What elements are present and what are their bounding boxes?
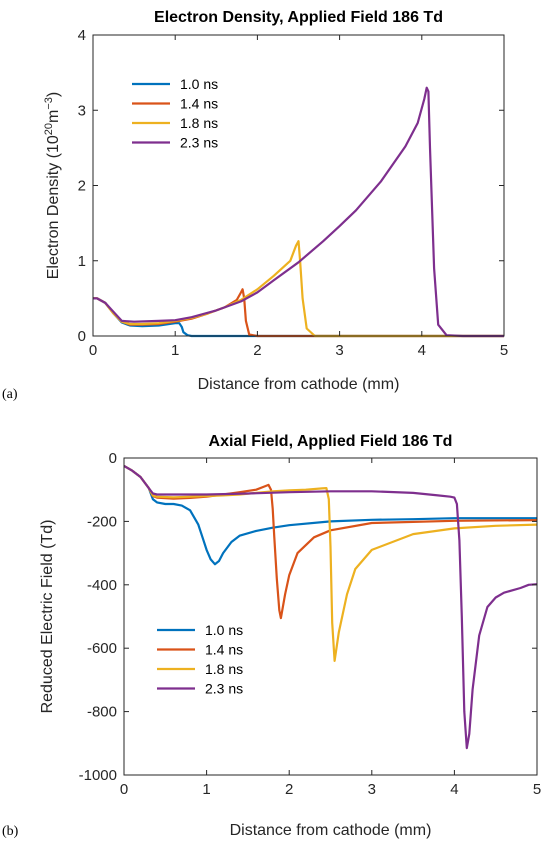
- y-tick-label: 2: [78, 178, 86, 195]
- x-tick-label: 3: [335, 342, 343, 359]
- y-tick-label: 3: [78, 102, 86, 119]
- panel-b-chart: 0 1 2 3 4 5 0 -200 -400 -600 -800 -1000 Axial Field,…: [2, 433, 541, 839]
- x-tick-label: 4: [418, 342, 426, 359]
- x-tick-label: 1: [171, 342, 179, 359]
- series-line-1-8-ns: [124, 464, 537, 662]
- y-axis-label-part: ): [45, 92, 62, 97]
- series-line-1-0-ns: [124, 464, 537, 566]
- y-tick-label: 4: [78, 27, 86, 44]
- y-axis-label: Electron Density (1020m−3): [43, 92, 62, 280]
- legend-label: 1.8 ns: [180, 115, 218, 131]
- x-tick-label: 0: [120, 781, 128, 798]
- x-tick-label: 4: [450, 781, 458, 798]
- legend-label: 1.4 ns: [205, 642, 243, 658]
- series-group: [124, 464, 537, 750]
- axes-box: [123, 457, 538, 776]
- x-tick-label: 1: [202, 781, 210, 798]
- y-axis-label-sup: 20: [43, 123, 55, 135]
- legend-label: 2.3 ns: [180, 135, 218, 151]
- y-axis-label-part: Electron Density (10: [45, 135, 62, 279]
- x-tick-label: 3: [368, 781, 376, 798]
- legend-label: 1.8 ns: [205, 661, 243, 677]
- series-group: [93, 86, 504, 338]
- x-tick-label: 0: [89, 342, 97, 359]
- legend-label: 1.0 ns: [205, 622, 243, 638]
- y-tick-label: 0: [78, 328, 86, 345]
- series-line-2-3-ns: [124, 464, 537, 750]
- legend-label: 1.4 ns: [180, 96, 218, 112]
- legend-label: 1.0 ns: [180, 76, 218, 92]
- x-tick-label: 5: [533, 781, 541, 798]
- x-axis-label: Distance from cathode (mm): [198, 376, 400, 393]
- chart-title: Axial Field, Applied Field 186 Td: [209, 433, 453, 450]
- y-tick-label: -400: [87, 577, 117, 594]
- x-tick-label: 2: [285, 781, 293, 798]
- y-tick-label: 0: [109, 450, 117, 467]
- x-axis-label: Distance from cathode (mm): [230, 822, 432, 839]
- legend-label: 2.3 ns: [205, 681, 243, 697]
- panel-a-chart: 0 1 2 3 4 5 0 1 2 3 4 Electron Density, Applied Fie…: [2, 9, 508, 402]
- panel-label: (a): [2, 387, 18, 402]
- y-axis-label-sup: −3: [43, 97, 55, 110]
- y-tick-label: 1: [78, 253, 86, 270]
- chart-title: Electron Density, Applied Field 186 Td: [154, 9, 443, 26]
- y-axis-label-part: m: [45, 110, 62, 123]
- x-tick-label: 2: [253, 342, 261, 359]
- y-tick-label: -600: [87, 640, 117, 657]
- panel-label: (b): [2, 824, 19, 839]
- x-tick-label: 5: [500, 342, 508, 359]
- y-tick-label: -200: [87, 513, 117, 530]
- axes-box: [92, 34, 505, 337]
- y-tick-label: -800: [87, 704, 117, 721]
- y-tick-label: -1000: [79, 767, 117, 784]
- series-line-2-3-ns: [93, 86, 504, 338]
- y-axis-label: Reduced Electric Field (Td): [39, 520, 56, 714]
